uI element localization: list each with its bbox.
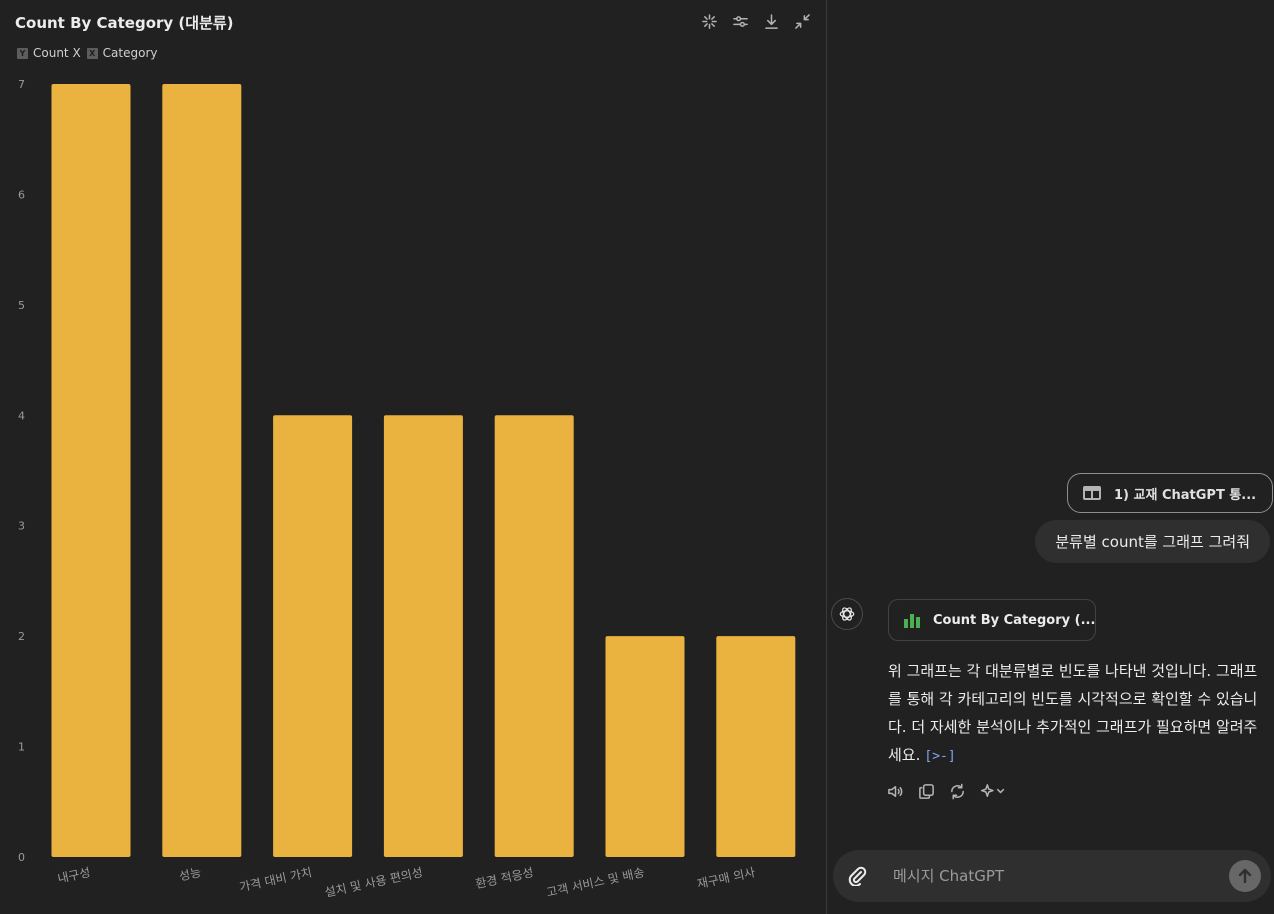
send-button[interactable] (1229, 860, 1261, 892)
bar-chart-icon (904, 614, 920, 628)
collapse-icon[interactable] (793, 12, 812, 31)
x-tick-label: 재구매 의사 (696, 865, 757, 891)
x-tick-label: 환경 적응성 (474, 865, 535, 891)
y-tick-label: 2 (18, 630, 25, 643)
chart-title: Count By Category (대분류) (15, 14, 234, 32)
legend-key-y: Y (17, 47, 28, 59)
bar-chart: 0 1 2 3 4 5 6 7 내구성 성능 가격 대비 가치 설치 및 사용 편의성 환경 적응성 고객… (18, 78, 796, 900)
y-tick-label: 7 (18, 78, 25, 91)
regenerate-icon[interactable] (947, 781, 967, 801)
bar[interactable] (494, 415, 574, 857)
paperclip-icon[interactable] (845, 864, 869, 888)
user-message: 분류별 count를 그래프 그려줘 (1035, 520, 1270, 563)
attachment-label: 1) 교재 ChatGPT 통... (1114, 487, 1257, 503)
bar[interactable] (273, 415, 353, 857)
y-tick-label: 1 (18, 741, 25, 754)
x-tick-label: 설치 및 사용 편의성 (324, 865, 424, 899)
bar[interactable] (51, 84, 131, 857)
bar[interactable] (162, 84, 242, 857)
chart-toolbar (700, 12, 812, 31)
model-switch-icon[interactable] (978, 781, 1008, 801)
citation-icon[interactable]: [>-] (924, 749, 956, 764)
sparkle-icon[interactable] (700, 12, 719, 31)
x-tick-label: 가격 대비 가치 (238, 865, 313, 894)
chatgpt-logo-icon (831, 598, 863, 630)
x-tick-label: 성능 (178, 865, 203, 883)
bar[interactable] (716, 636, 796, 857)
chart-chip-label: Count By Category (... (933, 612, 1096, 628)
legend-key-x: X (86, 47, 98, 59)
message-actions (885, 781, 1008, 801)
chat-panel: 1) 교재 ChatGPT 통... 분류별 count를 그래프 그려줘 Co… (828, 0, 1274, 914)
download-icon[interactable] (762, 12, 781, 31)
assistant-message: 위 그래프는 각 대분류별로 빈도를 나타낸 것입니다. 그래프를 통해 각 카… (888, 657, 1268, 771)
speaker-icon[interactable] (885, 781, 905, 801)
copy-icon[interactable] (916, 781, 936, 801)
x-tick-label: 내구성 (56, 865, 91, 886)
composer (833, 850, 1271, 902)
assistant-message-text: 위 그래프는 각 대분류별로 빈도를 나타낸 것입니다. 그래프를 통해 각 카… (888, 662, 1258, 764)
y-tick-label: 3 (18, 520, 25, 533)
adjust-icon[interactable] (731, 12, 750, 31)
y-tick-label: 4 (18, 409, 25, 422)
arrow-up-icon (1238, 868, 1252, 884)
bar[interactable] (383, 415, 463, 857)
message-input[interactable] (891, 866, 1229, 886)
chart-legend: Y Count X X Category (17, 46, 164, 60)
chart-chip[interactable]: Count By Category (... (888, 599, 1096, 641)
legend-label-y: Count X (33, 46, 81, 60)
bar[interactable] (605, 636, 685, 857)
attachment-chip[interactable]: 1) 교재 ChatGPT 통... (1067, 473, 1273, 513)
y-tick-label: 0 (18, 851, 25, 864)
legend-label-x: Category (102, 46, 158, 60)
chart-panel: Count By Category (대분류) Y Count X X Cate… (15, 0, 827, 914)
y-tick-label: 6 (18, 188, 25, 201)
x-tick-label: 고객 서비스 및 배송 (545, 865, 645, 899)
table-icon (1083, 486, 1101, 500)
y-tick-label: 5 (18, 299, 25, 312)
